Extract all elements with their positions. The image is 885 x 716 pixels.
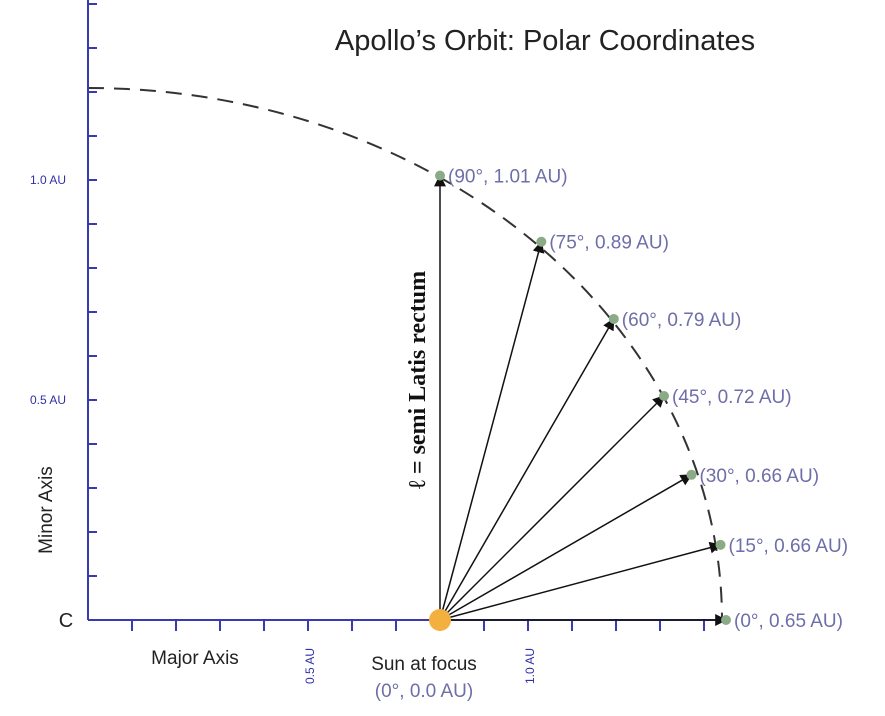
radius-arrow [439,240,545,621]
radius-arrow [439,541,722,621]
point-label: (90°, 1.01 AU) [448,167,568,188]
point-label: (30°, 0.66 AU) [699,466,819,487]
point-label: (75°, 0.89 AU) [549,233,669,254]
x-tick-label: 1.0 AU [523,648,537,684]
sun-label: Sun at focus [371,654,477,675]
radius-arrow [439,395,665,621]
point-marker [659,390,670,401]
radius-arrow [439,317,615,621]
x-tick-label: 0.5 AU [303,648,317,684]
point-label: (45°, 0.72 AU) [672,387,792,408]
point-marker [435,170,445,181]
orbit-ellipse [87,87,723,621]
point-marker [686,469,697,480]
major-axis-label: Major Axis [151,648,239,669]
point-label: (60°, 0.79 AU) [622,310,742,331]
sun [429,609,451,631]
latus-rectum-label: ℓ = semi Latis rectum [405,271,431,490]
point-marker [715,539,726,550]
minor-axis-label: Minor Axis [36,466,57,554]
point-marker [608,313,619,324]
radius-arrow [439,474,693,621]
y-tick-label: 0.5 AU [30,393,66,407]
center-label: C [59,610,73,632]
point-marker [536,236,547,247]
y-tick-label: 1.0 AU [30,173,66,187]
sun-coordinates: (0°, 0.0 AU) [375,681,473,702]
point-label: (0°, 0.65 AU) [734,611,843,632]
title: Apollo’s Orbit: Polar Coordinates [335,25,755,57]
point-label: (15°, 0.66 AU) [729,536,849,557]
point-marker [721,615,731,625]
